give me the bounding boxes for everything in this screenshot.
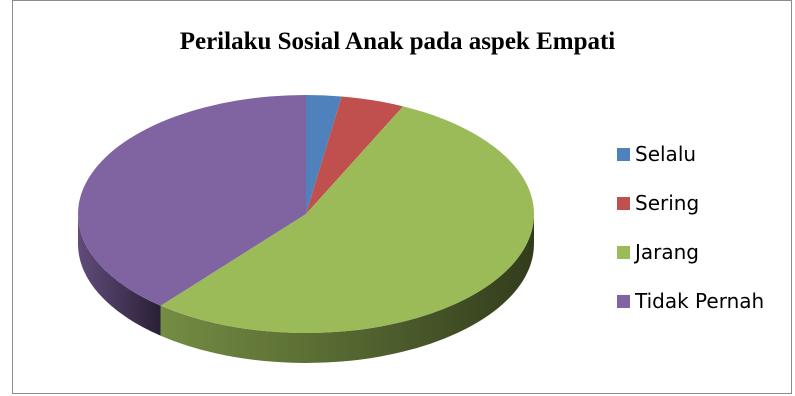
legend-swatch: [617, 295, 630, 308]
legend-swatch: [617, 246, 630, 259]
legend-label: Tidak Pernah: [635, 289, 765, 313]
pie-side-tidak-pernah: [78, 214, 161, 336]
legend-label: Jarang: [635, 240, 700, 264]
chart-title: Perilaku Sosial Anak pada aspek Empati: [179, 28, 616, 55]
legend-label: Sering: [635, 191, 700, 215]
pie-slice-selalu: [306, 95, 342, 214]
legend-label: Selalu: [635, 142, 697, 166]
legend-swatch: [617, 197, 630, 210]
pie-side-jarang: [160, 214, 534, 364]
legend-swatch: [617, 148, 630, 161]
pie-slice-jarang: [160, 106, 534, 334]
pie-slice-tidak-pernah: [78, 95, 307, 306]
pie-slice-sering: [306, 96, 404, 214]
